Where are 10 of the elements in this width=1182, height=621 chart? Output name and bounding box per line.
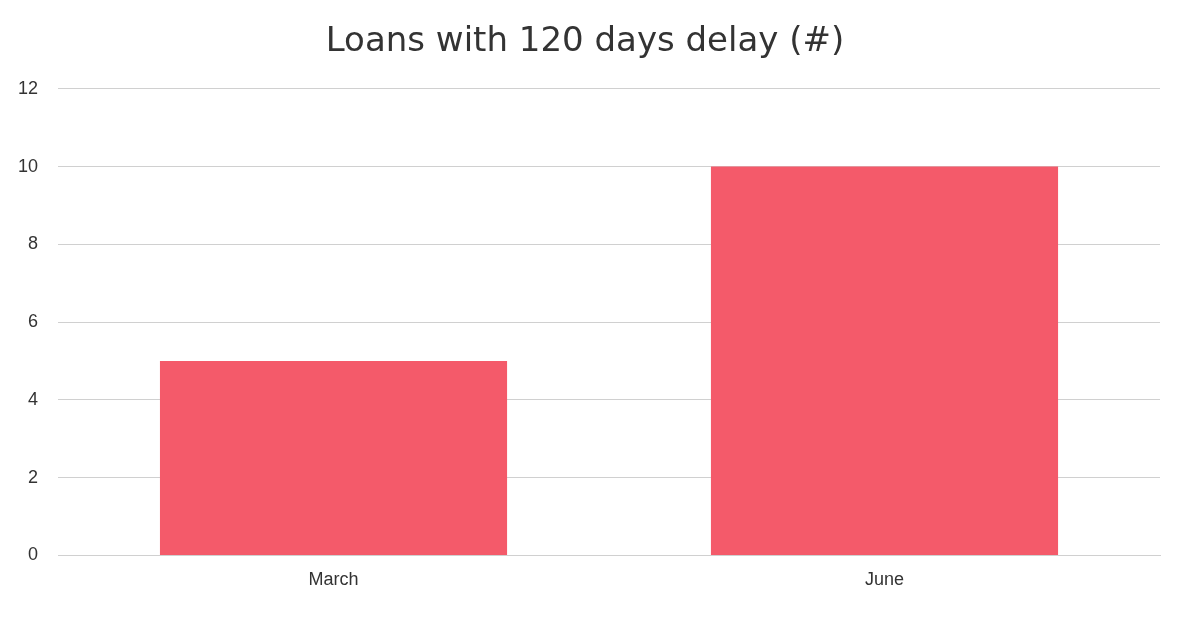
y-tick-label: 8 bbox=[28, 233, 39, 254]
x-tick-label: March bbox=[308, 569, 359, 590]
y-tick-label: 10 bbox=[17, 155, 39, 176]
y-tick-label: 4 bbox=[28, 388, 39, 409]
y-tick-label: 0 bbox=[28, 544, 39, 565]
y-tick-label: 2 bbox=[28, 466, 39, 487]
x-tick-label: June bbox=[864, 569, 905, 590]
chart-title: Loans with 120 days delay (#) bbox=[325, 19, 845, 60]
y-tick-label: 6 bbox=[28, 311, 39, 332]
y-tick-label: 12 bbox=[17, 77, 39, 98]
